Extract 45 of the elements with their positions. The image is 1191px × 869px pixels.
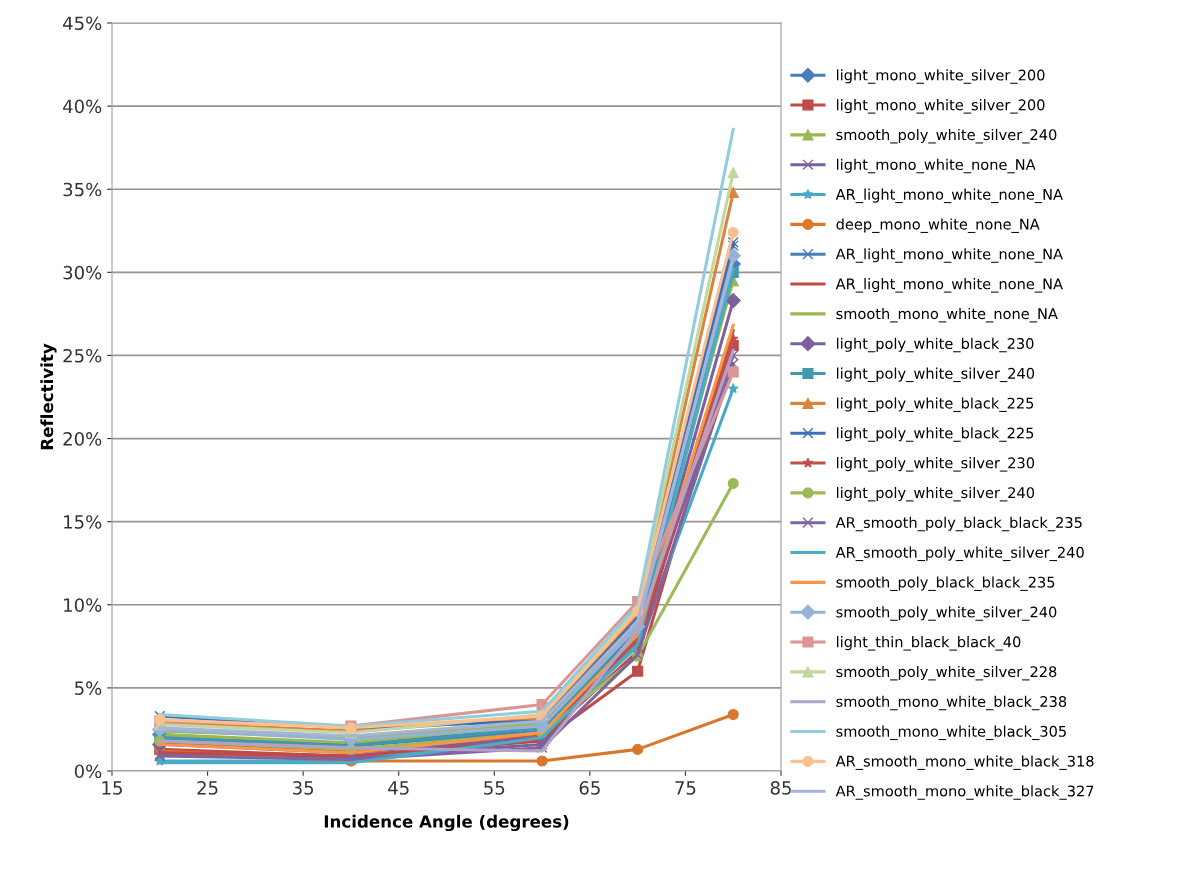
- legend-label: smooth_poly_white_silver_240: [836, 606, 1057, 621]
- legend-label: light_poly_white_black_225: [837, 427, 1034, 442]
- legend-label: smooth_mono_white_none_NA: [836, 307, 1058, 323]
- x-tick-label: 75: [675, 781, 696, 795]
- x-tick-label: 15: [102, 781, 122, 795]
- y-tick-label: 30%: [63, 265, 102, 280]
- legend-label: light_poly_white_silver_240: [837, 367, 1035, 383]
- x-tick-label: 55: [484, 781, 505, 795]
- legend-label: light_poly_white_black_230: [837, 337, 1034, 353]
- legend-label: light_mono_white_silver_200: [837, 99, 1045, 114]
- legend-label: AR_light_mono_white_none_NA: [835, 278, 1063, 293]
- legend-label: smooth_poly_white_silver_240: [836, 128, 1057, 144]
- y-tick-label: 40%: [63, 99, 102, 114]
- legend-label: smooth_poly_white_silver_228: [836, 665, 1057, 681]
- legend-label: AR_smooth_mono_white_black_318: [835, 755, 1094, 770]
- x-tick-label: 65: [579, 781, 600, 795]
- y-tick-label: 0%: [74, 764, 102, 779]
- legend-label: light_poly_white_silver_240: [837, 486, 1035, 502]
- legend-label: AR_smooth_poly_black_black_235: [835, 516, 1082, 532]
- legend-label: AR_smooth_mono_white_black_327: [835, 785, 1094, 800]
- legend-label: smooth_mono_white_black_238: [836, 695, 1067, 711]
- y-tick-label: 10%: [64, 598, 102, 612]
- x-tick-label: 35: [293, 781, 314, 795]
- legend-label: deep_mono_white_none_NA: [836, 218, 1040, 233]
- legend-label: AR_light_mono_white_none_NA: [835, 248, 1063, 263]
- legend-label: smooth_mono_white_black_305: [836, 725, 1066, 741]
- legend-label: light_poly_white_black_225: [837, 397, 1034, 412]
- legend-label: light_poly_white_silver_230: [837, 457, 1035, 472]
- legend-label: light_mono_white_none_NA: [837, 158, 1036, 174]
- y-tick-label: 15%: [64, 515, 102, 529]
- x-tick-label: 85: [770, 781, 791, 795]
- y-tick-label: 5%: [75, 681, 102, 696]
- y-axis-title: Reflectivity: [40, 343, 57, 450]
- legend-label: light_mono_white_silver_200: [837, 69, 1045, 84]
- y-tick-label: 35%: [63, 182, 102, 197]
- legend-label: AR_smooth_poly_white_silver_240: [835, 546, 1084, 562]
- legend-label: smooth_poly_black_black_235: [836, 576, 1055, 591]
- y-tick-label: 45%: [63, 16, 102, 31]
- x-tick-label: 25: [197, 781, 218, 795]
- y-tick-label: 20%: [63, 432, 102, 446]
- legend-label: AR_light_mono_white_none_NA: [835, 188, 1063, 204]
- y-tick-label: 25%: [63, 348, 102, 363]
- x-axis-title: Incidence Angle (degrees): [324, 814, 569, 832]
- legend-label: light_thin_black_black_40: [837, 636, 1021, 651]
- x-tick-label: 45: [388, 781, 409, 795]
